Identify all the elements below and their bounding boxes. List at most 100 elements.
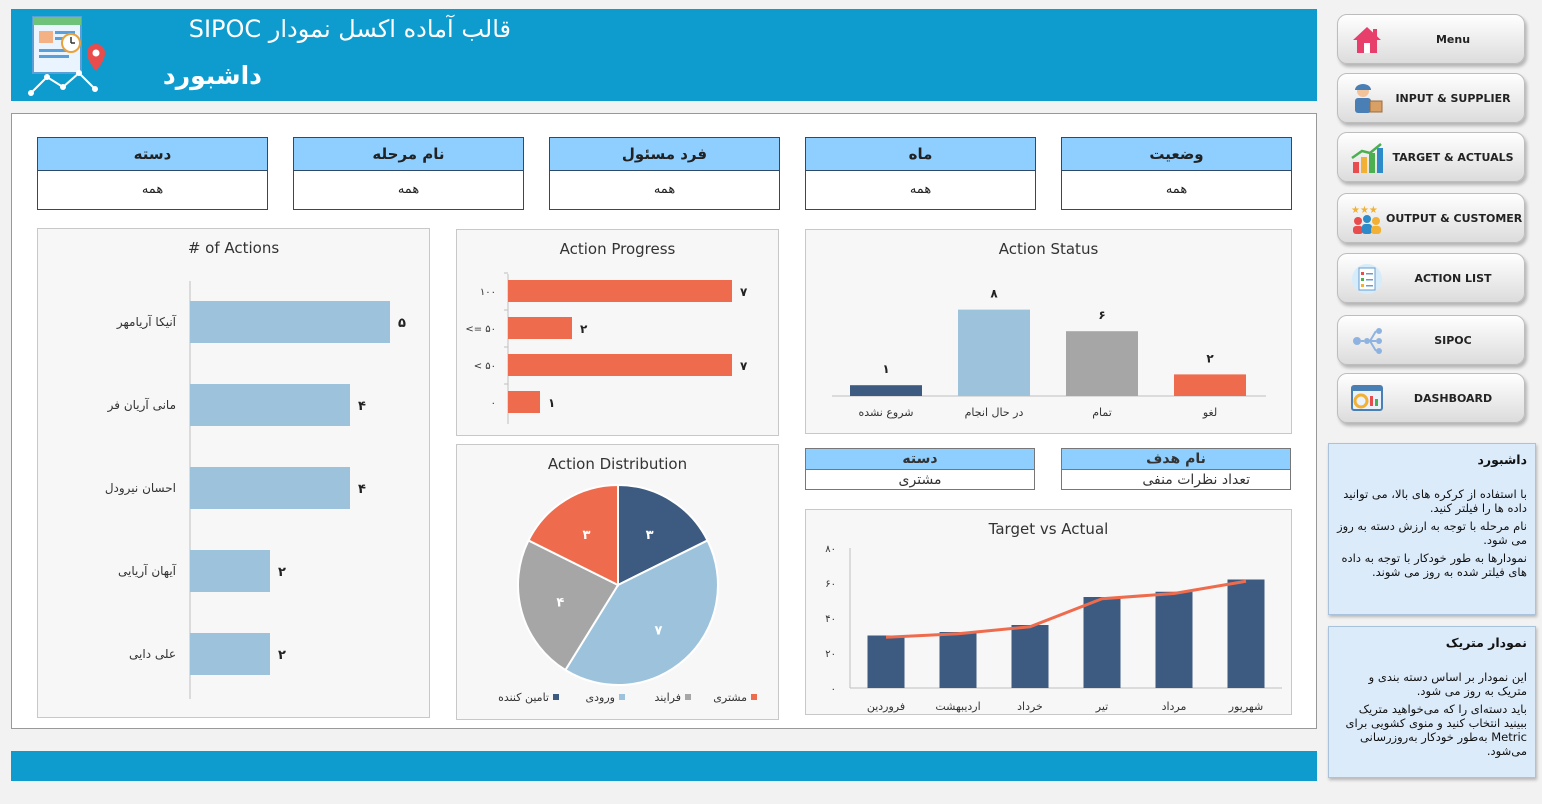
- category-label: علی دایی: [129, 647, 176, 661]
- action-distribution-chart: Action Distribution ۳ ۷ ۴ ۳ مشتری فرایند ورودی…: [456, 444, 779, 720]
- chart-title: Action Distribution: [547, 455, 688, 473]
- page-title: داشبورد: [162, 61, 262, 90]
- category-label: تمام: [1092, 406, 1112, 419]
- nav-target-actuals-button[interactable]: TARGET & ACTUALS: [1337, 132, 1525, 182]
- nav-label: INPUT & SUPPLIER: [1395, 92, 1511, 105]
- bar: [508, 280, 732, 302]
- data-label: ۲: [1206, 351, 1214, 365]
- nav-label: Menu: [1435, 33, 1471, 46]
- tick-label: ۴۰: [825, 614, 836, 625]
- filter-value[interactable]: همه: [141, 182, 164, 197]
- bar: [1174, 374, 1246, 396]
- bar: [190, 633, 270, 675]
- data-label: ۲: [580, 322, 588, 336]
- filter-status-slicer[interactable]: وضعیت همه: [1061, 137, 1292, 210]
- nav-output-customer-button[interactable]: ★★★ OUTPUT & CUSTOMER: [1337, 193, 1525, 243]
- nav-dashboard-button[interactable]: DASHBOARD: [1337, 373, 1525, 423]
- pie-slice: [527, 483, 619, 587]
- category-label: < ۵۰: [474, 361, 496, 372]
- action-distribution-svg: ۳ ۷ ۴ ۳ مشتری فرایند ورودی تامین کننده: [498, 483, 757, 704]
- bar: [867, 635, 905, 688]
- data-label: ۵: [398, 316, 406, 331]
- tick-label: ۰: [831, 684, 836, 695]
- legend-label: فرایند: [654, 691, 681, 704]
- category-label: احسان نیرودل: [105, 481, 176, 496]
- pie-slice: [563, 539, 719, 686]
- customer-rating-icon: ★★★: [1350, 203, 1384, 235]
- home-icon: [1350, 24, 1384, 56]
- tick-label: ۸۰: [825, 544, 836, 555]
- data-label: ۷: [740, 359, 748, 373]
- data-label: ۲: [278, 565, 286, 580]
- goal-value: تعداد نظرات منفی: [1062, 469, 1290, 489]
- action-progress-chart: Action Progress ۱۰۰ ۷ <= ۵۰ ۲ < ۵۰ ۷ ۰ ۱: [456, 229, 779, 436]
- pie-slice: [617, 483, 709, 587]
- data-label: ۳: [582, 528, 590, 543]
- legend-swatch: [685, 694, 691, 700]
- category-value: مشتری: [806, 469, 1034, 489]
- category-label: مرداد: [1162, 700, 1187, 713]
- bar: [508, 391, 540, 413]
- data-label: ۱: [882, 362, 889, 376]
- sipoc-logo-icon: [25, 15, 109, 97]
- bar: [1011, 625, 1049, 688]
- category-label: شروع نشده: [858, 406, 913, 419]
- actions-count-svg: آنیکا آریامهر ۵ مانی آریان فر ۴ احسان نیرودل…: [105, 281, 406, 699]
- data-label: ۴: [358, 482, 366, 497]
- bar: [850, 385, 922, 396]
- chart-title: Action Progress: [559, 240, 676, 258]
- category-label: <= ۵۰: [465, 324, 496, 335]
- filter-value[interactable]: همه: [653, 182, 676, 197]
- dashboard-help-note: داشبورد با استفاده از کرکره های بالا، می…: [1328, 443, 1536, 615]
- bar: [190, 301, 390, 343]
- category-label: آیهان آریایی: [118, 563, 177, 579]
- bar: [939, 632, 977, 688]
- nav-menu-button[interactable]: Menu: [1337, 14, 1525, 64]
- checklist-icon: [1350, 263, 1384, 295]
- filter-label: ماه: [806, 138, 1035, 171]
- filter-month-slicer[interactable]: ماه همه: [805, 137, 1036, 210]
- metric-help-note: نمودار متریک این نمودار بر اساس دسته بند…: [1328, 626, 1536, 778]
- footer-bar: [11, 751, 1317, 781]
- data-label: ۷: [654, 623, 662, 638]
- data-label: ۱: [548, 396, 555, 410]
- data-label: ۸: [990, 287, 998, 301]
- target-vs-actual-svg: ۰ ۲۰ ۴۰ ۶۰ ۸۰ فروردین اردیبهشت خرداد تیر مرداد شهر…: [825, 544, 1282, 713]
- filter-value[interactable]: همه: [397, 182, 420, 197]
- nav-action-list-button[interactable]: ACTION LIST: [1337, 253, 1525, 303]
- tick-label: ۶۰: [825, 579, 836, 590]
- note-line: نمودارها به طور خودکار با توجه به داده ه…: [1341, 551, 1527, 579]
- selected-category-box: دسته مشتری: [805, 448, 1035, 490]
- data-label: ۳: [646, 528, 654, 543]
- filter-owner-slicer[interactable]: فرد مسئول همه: [549, 137, 780, 210]
- note-line: نام مرحله با توجه به ارزش دسته به روز می…: [1337, 519, 1527, 547]
- category-label: تیر: [1095, 700, 1108, 713]
- filter-value[interactable]: همه: [1165, 182, 1188, 197]
- bar: [190, 550, 270, 592]
- svg-text:★★★: ★★★: [1351, 205, 1378, 216]
- nav-input-supplier-button[interactable]: INPUT & SUPPLIER: [1337, 73, 1525, 123]
- action-status-svg: ۱ شروع نشده ۸ در حال انجام ۶ تمام ۲ لغو: [832, 287, 1266, 419]
- bar: [1083, 597, 1121, 688]
- legend-label: تامین کننده: [498, 691, 549, 704]
- nav-label: DASHBOARD: [1413, 392, 1493, 405]
- filter-label: دسته: [38, 138, 267, 171]
- header-subtitle: قالب آماده اکسل نمودار SIPOC: [188, 15, 511, 43]
- nav-sipoc-button[interactable]: SIPOC: [1337, 315, 1525, 365]
- legend-label: مشتری: [713, 691, 747, 704]
- filter-label: وضعیت: [1062, 138, 1291, 171]
- bar: [1066, 331, 1138, 396]
- category-label: اردیبهشت: [935, 700, 980, 713]
- dashboard-main-panel: دسته همه نام مرحله همه فرد مسئول همه ماه…: [11, 113, 1317, 729]
- filter-category-slicer[interactable]: دسته همه: [37, 137, 268, 210]
- legend-swatch: [619, 694, 625, 700]
- filter-value[interactable]: همه: [909, 182, 932, 197]
- bar: [508, 317, 572, 339]
- data-label: ۷: [740, 285, 748, 299]
- filter-stage-slicer[interactable]: نام مرحله همه: [293, 137, 524, 210]
- chart-title: # of Actions: [187, 239, 280, 257]
- category-label: آنیکا آریامهر: [116, 314, 177, 330]
- supplier-icon: [1350, 83, 1384, 115]
- target-line: [885, 579, 1247, 639]
- chart-title: Action Status: [998, 240, 1099, 258]
